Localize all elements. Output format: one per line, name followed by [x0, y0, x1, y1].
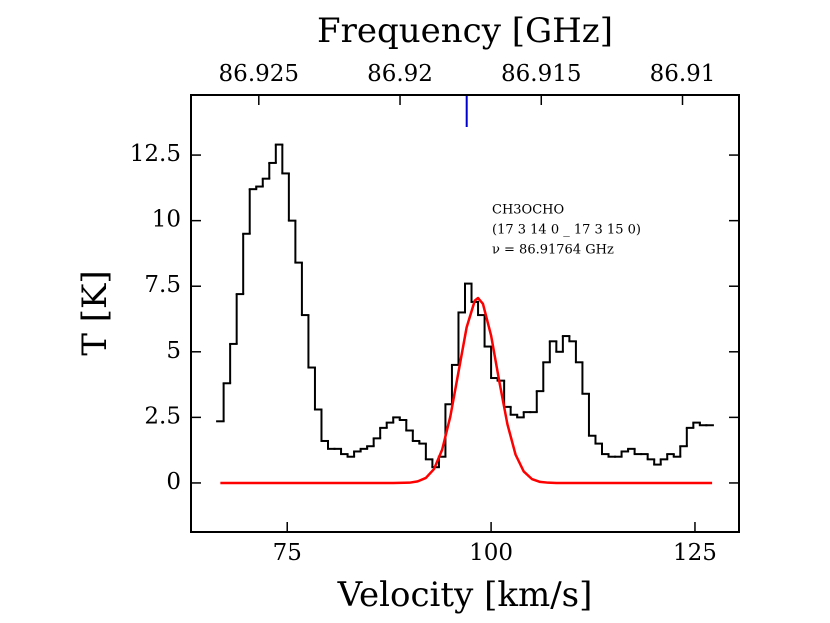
chart-title: Frequency [GHz]: [317, 11, 613, 51]
y-axis-label: T [K]: [75, 270, 115, 355]
fit-line: [220, 296, 713, 485]
x-tick-label: 100: [469, 540, 513, 566]
x-tick-label: 75: [273, 540, 302, 566]
y-tick-label: 10: [152, 207, 181, 233]
annotation: ν = 86.91764 GHz: [492, 243, 614, 258]
y-tick-label: 5: [166, 338, 181, 364]
x2-tick-label: 86.92: [367, 61, 433, 87]
annotation: CH3OCHO: [492, 203, 564, 218]
annotation: (17 3 14 0 _ 17 3 15 0): [492, 223, 641, 238]
y-tick-label: 12.5: [130, 141, 181, 167]
x2-tick-label: 86.925: [219, 61, 299, 87]
x2-tick-label: 86.915: [501, 61, 581, 87]
x-axis-label: Velocity [km/s]: [337, 575, 593, 615]
plot-frame: [190, 94, 740, 533]
y-tick-label: 7.5: [144, 272, 181, 298]
x-tick-label: 125: [673, 540, 717, 566]
x2-tick-label: 86.91: [650, 61, 716, 87]
y-tick-label: 2.5: [144, 403, 181, 429]
y-tick-label: 0: [166, 469, 181, 495]
